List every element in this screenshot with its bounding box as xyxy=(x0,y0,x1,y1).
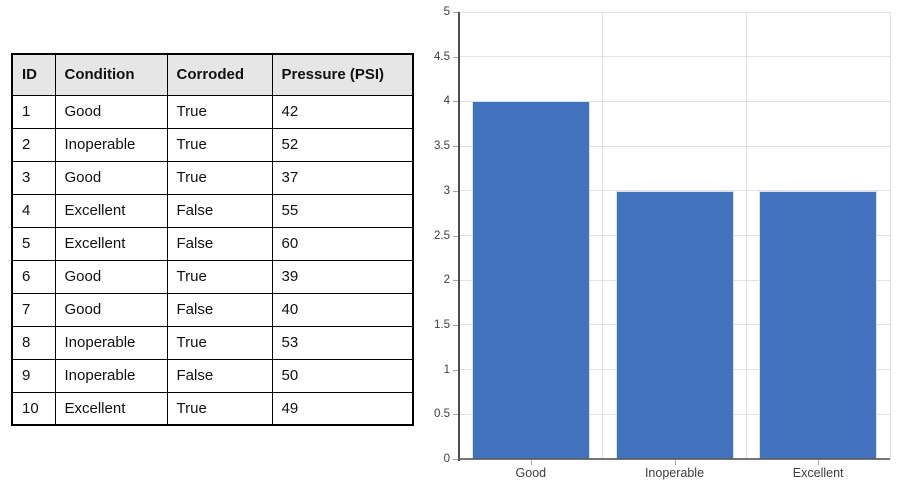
y-tick-label: 2 xyxy=(443,274,450,287)
table-cell: Good xyxy=(54,292,168,327)
gridline-horizontal xyxy=(459,11,890,13)
x-category-label: Good xyxy=(515,466,547,480)
table-cell: 49 xyxy=(271,391,414,426)
y-tick-mark xyxy=(453,56,459,58)
table-cell: Excellent xyxy=(54,391,168,426)
data-table: ID Condition Corroded Pressure (PSI) 1 Good T… xyxy=(11,53,414,426)
y-axis xyxy=(458,12,460,461)
table-cell: 7 xyxy=(11,292,56,327)
table-cell: 3 xyxy=(11,160,56,195)
table-cell: 50 xyxy=(271,358,414,393)
table-cell: True xyxy=(166,94,273,129)
table-cell: 2 xyxy=(11,127,56,162)
y-tick-label: 4 xyxy=(443,95,450,108)
table-cell: 39 xyxy=(271,259,414,294)
table-header-row: ID Condition Corroded Pressure (PSI) xyxy=(11,53,414,96)
gridline-horizontal xyxy=(459,100,890,102)
table-row: 1 Good True 42 xyxy=(11,94,414,129)
y-tick-label: 0.5 xyxy=(434,408,450,421)
table-cell: 5 xyxy=(11,226,56,261)
table-cell: Good xyxy=(54,94,168,129)
gridline-vertical xyxy=(889,12,891,459)
y-tick-mark xyxy=(453,190,459,192)
y-tick-mark xyxy=(453,280,459,282)
y-tick-mark xyxy=(453,369,459,371)
table-body: 1 Good True 42 2 Inoperable True 52 3 Good True 37 4… xyxy=(11,94,414,426)
y-tick-mark xyxy=(453,12,459,13)
table-cell: Excellent xyxy=(54,193,168,228)
table-cell: 60 xyxy=(271,226,414,261)
x-category-label: Excellent xyxy=(792,466,844,480)
y-tick-label: 3.5 xyxy=(434,140,450,153)
table-cell: Inoperable xyxy=(54,358,168,393)
y-tick-label: 1 xyxy=(443,363,450,376)
table-row: 5 Excellent False 60 xyxy=(11,226,414,261)
table-cell: True xyxy=(166,259,273,294)
table-header-cell: Pressure (PSI) xyxy=(271,53,414,96)
table-cell: 8 xyxy=(11,325,56,360)
table-cell: 42 xyxy=(271,94,414,129)
y-tick-label: 1.5 xyxy=(434,318,450,331)
x-category-label: Inoperable xyxy=(644,466,705,480)
table-cell: False xyxy=(166,226,273,261)
table-cell: True xyxy=(166,160,273,195)
table-cell: True xyxy=(166,391,273,426)
y-tick-mark xyxy=(453,459,459,460)
y-tick-label: 4.5 xyxy=(434,50,450,63)
table-cell: False xyxy=(166,292,273,327)
table-cell: 53 xyxy=(271,325,414,360)
table-cell: True xyxy=(166,325,273,360)
y-tick-mark xyxy=(453,146,459,148)
table-row: 10 Excellent True 49 xyxy=(11,391,414,426)
table-cell: 6 xyxy=(11,259,56,294)
gridline-horizontal xyxy=(459,145,890,147)
y-tick-mark xyxy=(453,324,459,326)
table-cell: False xyxy=(166,358,273,393)
bar-excellent xyxy=(759,190,878,459)
gridline-horizontal xyxy=(459,56,890,58)
table-cell: 52 xyxy=(271,127,414,162)
x-tick-mark xyxy=(674,460,676,465)
y-tick-mark xyxy=(453,235,459,237)
table-cell: Good xyxy=(54,259,168,294)
table-row: 9 Inoperable False 50 xyxy=(11,358,414,393)
y-tick-label: 2.5 xyxy=(434,229,450,242)
table-cell: 37 xyxy=(271,160,414,195)
table-cell: 4 xyxy=(11,193,56,228)
y-tick-label: 5 xyxy=(443,6,450,18)
x-tick-mark xyxy=(530,460,532,465)
gridline-vertical xyxy=(602,12,604,459)
table-row: 6 Good True 39 xyxy=(11,259,414,294)
table-header-row: ID Condition Corroded Pressure (PSI) xyxy=(11,53,414,96)
y-tick-mark xyxy=(453,101,459,103)
table-cell: True xyxy=(166,127,273,162)
bar-good xyxy=(471,101,590,459)
table-row: 8 Inoperable True 53 xyxy=(11,325,414,360)
table-row: 7 Good False 40 xyxy=(11,292,414,327)
table-cell: Good xyxy=(54,160,168,195)
table-cell: 40 xyxy=(271,292,414,327)
gridline-vertical xyxy=(745,12,747,459)
x-tick-mark xyxy=(818,460,820,465)
y-tick-mark xyxy=(453,414,459,416)
y-tick-label: 0 xyxy=(443,453,450,465)
y-tick-label: 3 xyxy=(443,184,450,197)
x-axis xyxy=(458,458,890,460)
table-row: 3 Good True 37 xyxy=(11,160,414,195)
bar-inoperable xyxy=(615,190,734,459)
table-cell: Inoperable xyxy=(54,325,168,360)
